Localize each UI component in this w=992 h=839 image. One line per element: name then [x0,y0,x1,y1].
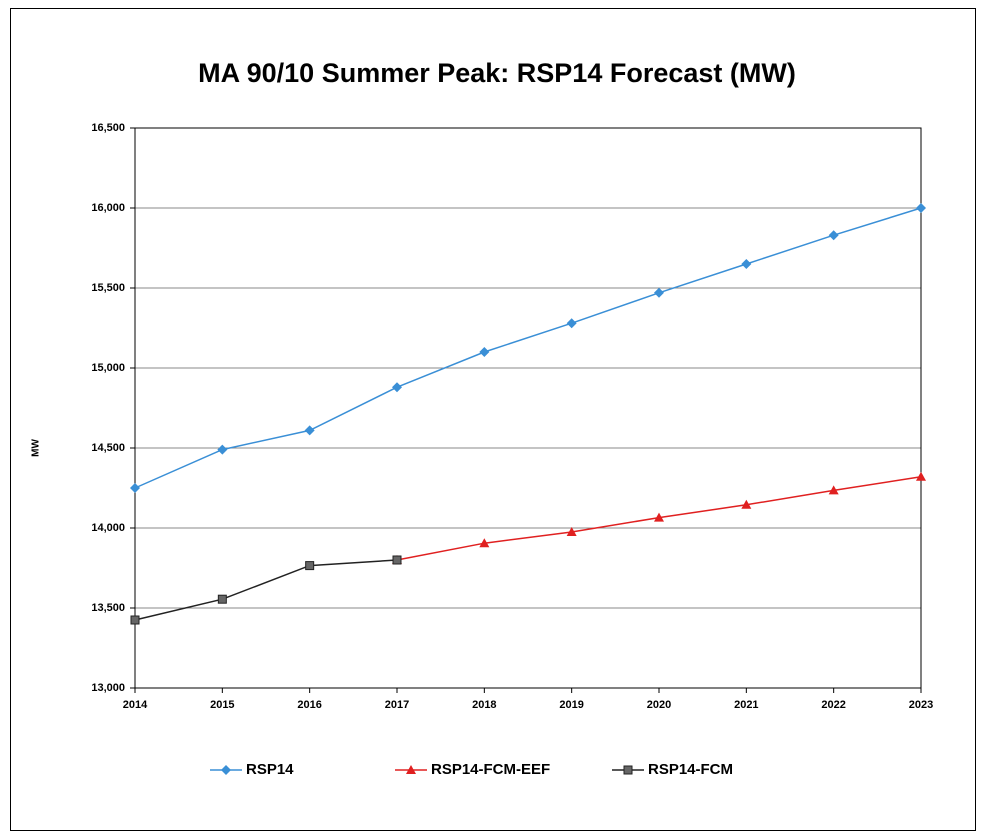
y-tick-label: 14,500 [91,442,125,454]
data-point [741,499,752,509]
x-tick-label: 2021 [734,699,758,711]
legend-label: RSP14-FCM [648,761,733,778]
plot-frame [134,127,922,689]
data-point [130,615,140,625]
chart-title: MA 90/10 Summer Peak: RSP14 Forecast (MW… [198,58,796,88]
plot-area [135,128,921,688]
x-tick-label: 2020 [647,699,671,711]
y-tick-label: 15,500 [91,282,125,294]
data-point [566,318,577,329]
data-point [741,259,752,269]
legend-marker [406,765,416,774]
series-line [134,559,398,621]
data-point [392,555,402,565]
data-point [566,527,577,536]
y-tick-label: 13,000 [91,682,125,694]
x-tick-label: 2023 [909,699,933,711]
data-point [828,230,839,241]
data-point [916,471,926,481]
data-point [217,444,228,455]
data-point [654,287,664,298]
data-point [479,347,490,357]
y-tick-label: 13,500 [91,602,125,614]
data-point [217,594,227,604]
x-tick-label: 2014 [123,699,148,711]
data-point [130,483,140,493]
data-point [479,538,490,548]
x-tick-label: 2022 [821,699,845,711]
legend-marker [623,765,633,775]
data-point [828,485,839,495]
data-point [304,425,315,436]
x-tick-label: 2017 [385,699,409,711]
legend-label: RSP14 [246,761,294,778]
y-tick-label: 16,000 [91,202,125,214]
y-tick-label: 14,000 [91,522,125,534]
data-point [916,203,926,213]
legend-marker [221,765,231,775]
x-tick-label: 2016 [297,699,321,711]
y-tick-label: 16,500 [91,122,125,134]
x-tick-label: 2018 [472,699,496,711]
legend-label: RSP14-FCM-EEF [431,761,550,778]
x-tick-label: 2019 [559,699,583,711]
data-point [305,561,315,571]
y-axis-label: MW [31,439,42,457]
data-point [392,382,402,393]
data-point [654,512,664,522]
y-tick-label: 15,000 [91,362,125,374]
series-line [134,207,922,489]
x-tick-label: 2015 [210,699,234,711]
